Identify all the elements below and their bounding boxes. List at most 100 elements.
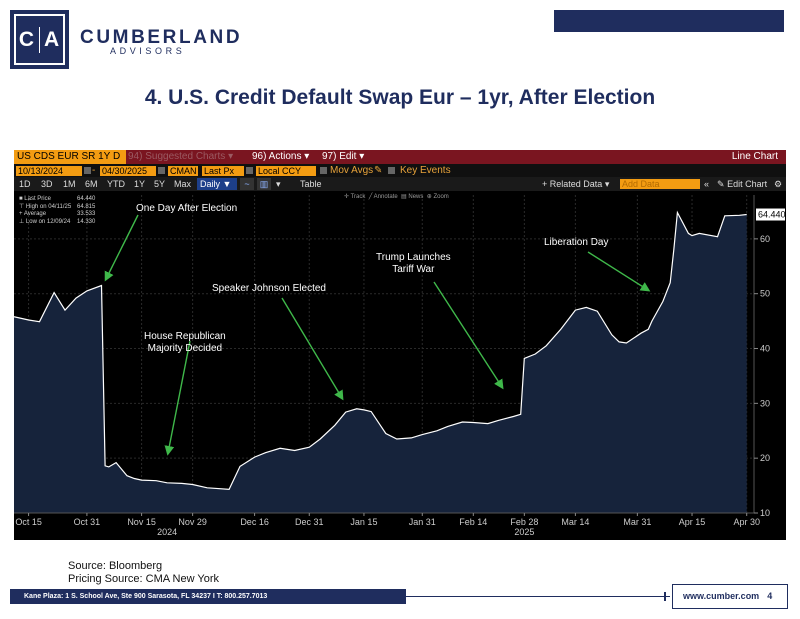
period-3d[interactable]: 3D <box>41 179 53 189</box>
logo-letters: C A <box>18 26 60 53</box>
logo-divider <box>39 26 40 53</box>
x-tick-label: Dec 31 <box>295 517 324 527</box>
cumberland-logo: C A <box>10 10 69 69</box>
period-1d[interactable]: 1D <box>19 179 31 189</box>
pricing-source-field[interactable]: CMAN <box>168 166 198 176</box>
annotate-tool[interactable]: ╱ Annotate <box>368 194 398 200</box>
x-year-label: 2024 <box>157 527 177 537</box>
chart-legend: ■ Last Price 64.440 ⊤ High on 04/11/25 64.… <box>19 196 95 226</box>
legend-average-label: Average <box>23 211 47 218</box>
key-events-checkbox[interactable] <box>388 167 395 174</box>
chart-type-label: Line Chart <box>731 151 778 162</box>
edit-chart-button[interactable]: ✎ Edit Chart <box>717 179 767 190</box>
logo-letter-left: C <box>18 27 35 51</box>
x-tick-label: Mar 31 <box>623 517 651 527</box>
terminal-menu-bar: US CDS EUR SR 1Y D 94) Suggested Charts … <box>14 150 786 164</box>
date-separator: - <box>92 165 96 176</box>
table-toggle[interactable]: Table <box>300 179 322 189</box>
legend-row-average: + Average 33.533 <box>19 211 95 219</box>
website-link[interactable]: www.cumber.com <box>683 591 760 601</box>
mov-avgs-checkbox[interactable] <box>320 167 327 174</box>
calendar-icon[interactable] <box>158 167 165 174</box>
legend-label: ⊤ High on 04/11/25 <box>19 203 72 210</box>
edit-menu[interactable]: 97) Edit ▾ <box>322 151 364 162</box>
period-5y[interactable]: 5Y <box>154 179 166 189</box>
annotation-election: One Day After Election <box>136 203 238 214</box>
chart-tools: ✛ Track ╱ Annotate ▤ News ⊕ Zoom <box>344 193 449 200</box>
legend-average-value: 33.533 <box>77 211 96 218</box>
frequency-label: Daily <box>200 179 221 189</box>
chevron-down-icon: ▾ <box>604 179 610 189</box>
add-data-input[interactable]: Add Data <box>620 179 700 189</box>
cds-line-chart[interactable]: 10 20 30 40 50 60 64.440 Oct 15 Oct 31 Nov 15 Nov … <box>14 191 786 540</box>
x-tick-label: Mar 14 <box>561 517 589 527</box>
zoom-tool[interactable]: ⊕ Zoom <box>426 194 449 200</box>
series-area-fill <box>14 212 747 513</box>
news-label: News <box>408 194 424 200</box>
news-tool[interactable]: ▤ News <box>401 194 424 200</box>
track-tool[interactable]: ✛ Track <box>344 194 366 200</box>
footer-website-box: www.cumber.com 4 <box>672 584 788 609</box>
security-ticker-field[interactable]: US CDS EUR SR 1Y D <box>14 150 126 164</box>
candle-chart-icon[interactable]: ▥ <box>257 178 271 190</box>
footer-divider-line <box>406 596 670 597</box>
annotation-liberation-day: Liberation Day <box>544 237 609 248</box>
frequency-selector[interactable]: Daily ▼ <box>197 178 237 190</box>
legend-row-last: ■ Last Price 64.440 <box>19 196 95 204</box>
period-6m[interactable]: 6M <box>85 179 98 189</box>
chevron-down-icon[interactable]: ▾ <box>276 179 281 189</box>
track-label: Track <box>350 194 366 200</box>
x-tick-label: Jan 31 <box>409 517 436 527</box>
legend-last-label: Last Price <box>24 196 51 202</box>
period-1y[interactable]: 1Y <box>134 179 146 189</box>
annotation-arrow <box>104 214 139 282</box>
x-tick-label: Feb 14 <box>459 517 487 527</box>
terminal-parameters-bar: 10/13/2024 - 04/30/2025 CMAN Last Px Loc… <box>14 164 786 177</box>
x-year-label: 2025 <box>514 527 534 537</box>
source-note: Source: Bloomberg <box>68 560 163 572</box>
x-tick-label: Jan 15 <box>350 517 377 527</box>
actions-menu[interactable]: 96) Actions ▾ <box>252 151 309 162</box>
period-max[interactable]: Max <box>174 179 192 189</box>
x-tick-label: Feb 28 <box>510 517 538 527</box>
bloomberg-terminal-panel: US CDS EUR SR 1Y D 94) Suggested Charts … <box>14 150 786 540</box>
annotation-house-majority: House Republican Majority Decided <box>144 331 226 355</box>
x-tick-label: Oct 31 <box>74 517 101 527</box>
chevron-down-icon: ▼ <box>222 179 232 189</box>
start-date-field[interactable]: 10/13/2024 <box>16 166 82 176</box>
last-value-label: 64.440 <box>758 210 786 220</box>
actions-label: 96) Actions <box>252 151 302 162</box>
period-1m[interactable]: 1M <box>63 179 76 189</box>
chevron-down-icon: ▾ <box>359 151 365 162</box>
y-tick-label: 20 <box>760 453 770 463</box>
annotation-speaker-johnson: Speaker Johnson Elected <box>212 283 326 294</box>
end-date-field[interactable]: 04/30/2025 <box>100 166 156 176</box>
chevron-down-icon: ▾ <box>304 151 310 162</box>
calendar-icon[interactable] <box>84 167 91 174</box>
price-field-selector[interactable]: Last Px <box>202 166 244 176</box>
gear-icon[interactable]: ⚙ <box>774 179 783 189</box>
logo-frame: C A <box>14 14 65 65</box>
mov-avgs-label[interactable]: Mov Avgs <box>330 165 374 176</box>
collapse-icon[interactable]: « <box>704 179 710 189</box>
legend-label: ■ Last Price <box>19 196 51 202</box>
related-data-button[interactable]: + Related Data ▾ <box>542 179 609 190</box>
legend-last-value: 64.440 <box>77 196 96 202</box>
pencil-icon[interactable]: ✎ <box>374 165 383 176</box>
x-tick-label: Apr 15 <box>679 517 706 527</box>
currency-selector[interactable]: Local CCY <box>256 166 316 176</box>
pricing-source-note: Pricing Source: CMA New York <box>68 573 220 585</box>
legend-low-label: Low on 12/09/24 <box>25 218 71 225</box>
legend-low-value: 14.330 <box>77 218 96 225</box>
annotation-arrow <box>587 251 651 292</box>
suggested-charts-menu[interactable]: 94) Suggested Charts ▾ <box>128 151 233 162</box>
line-chart-icon[interactable]: ~ <box>240 178 254 190</box>
y-tick-label: 30 <box>760 398 770 408</box>
period-ytd[interactable]: YTD <box>107 179 125 189</box>
legend-label: + Average <box>19 211 47 218</box>
key-events-label[interactable]: Key Events <box>400 165 451 176</box>
header-accent-bar <box>554 10 784 32</box>
legend-high-label: High on 04/11/25 <box>25 203 72 210</box>
dropdown-toggle-icon[interactable] <box>246 167 253 174</box>
y-tick-label: 40 <box>760 344 770 354</box>
